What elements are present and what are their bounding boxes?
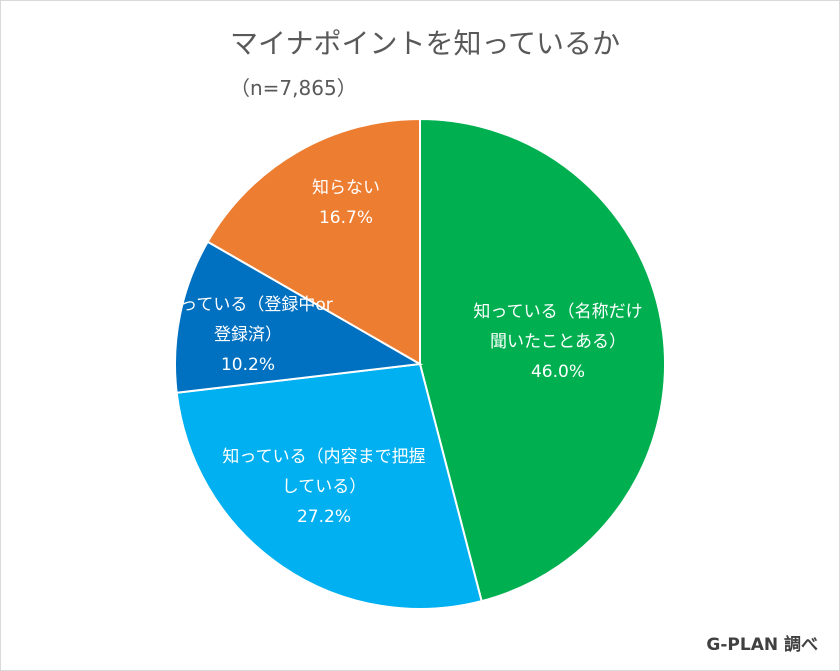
pie-slice-2 bbox=[175, 362, 483, 611]
pie-slice-1 bbox=[419, 117, 667, 603]
slice-value-label-4: 16.7% bbox=[319, 208, 373, 228]
chart-title: マイナポイントを知っているか bbox=[230, 27, 621, 60]
slice-category-label-2: している） bbox=[282, 477, 367, 497]
slice-category-label-3: 知っている（登録中or bbox=[163, 295, 333, 315]
slice-category-label-4: 知らない bbox=[312, 178, 380, 198]
pie-slice-3 bbox=[174, 240, 424, 394]
slice-category-label-3: 登録済） bbox=[214, 325, 282, 345]
slice-value-label-1: 46.0% bbox=[531, 362, 585, 382]
slice-value-label-2: 27.2% bbox=[297, 507, 351, 527]
slice-category-label-1: 聞いたことある） bbox=[490, 332, 626, 352]
pie-slice-4 bbox=[206, 117, 421, 366]
source-note: G-PLAN 調べ bbox=[706, 635, 818, 655]
chart-subtitle: （n=7,865） bbox=[230, 76, 357, 100]
slice-value-label-3: 10.2% bbox=[221, 355, 275, 375]
slice-category-label-1: 知っている（名称だけ bbox=[473, 302, 642, 322]
slice-category-label-2: 知っている（内容まで把握 bbox=[222, 447, 425, 467]
